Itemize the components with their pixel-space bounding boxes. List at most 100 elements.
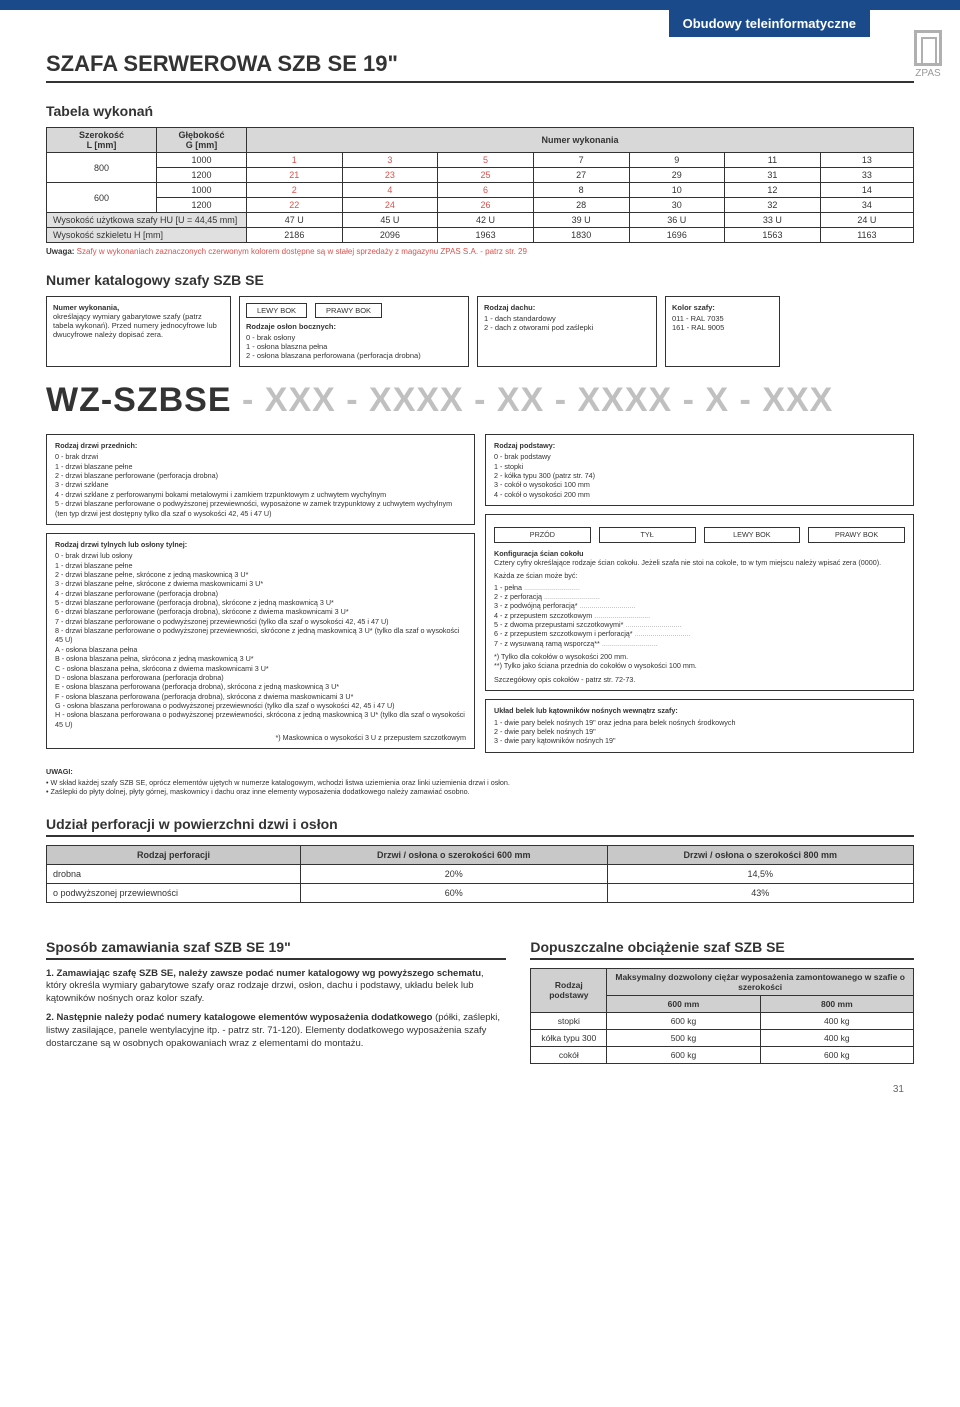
cell: 32 — [725, 198, 821, 213]
list-item: 1 - osłona blaszna pełna — [246, 342, 462, 351]
col-variant: Numer wykonania — [247, 128, 914, 153]
cell: 14,5% — [607, 864, 914, 883]
catalog-row: Numer wykonania, określający wymiary gab… — [46, 296, 914, 367]
cell: 1200 — [157, 198, 247, 213]
box-front-door: Rodzaj drzwi przednich: 0 - brak drzwi1 … — [46, 434, 475, 525]
list-item: A - osłona blaszana pełna — [55, 645, 466, 654]
cell: 2096 — [342, 228, 438, 243]
list-item: 2 - z perforacją .......................… — [494, 592, 905, 601]
list-item: 4 - drzwi szklane z perforowanymi bokami… — [55, 490, 466, 499]
section-catalog-heading: Numer katalogowy szafy SZB SE — [46, 272, 914, 288]
cell: 14 — [820, 183, 913, 198]
cell: 12 — [725, 183, 821, 198]
list-item: 011 - RAL 7035 — [672, 314, 773, 323]
table-note: Uwaga: Szafy w wykonaniach zaznaczonych … — [46, 247, 914, 256]
cell: 60% — [301, 883, 607, 902]
section-load-heading: Dopuszczalne obciążenie szaf SZB SE — [530, 939, 914, 960]
row-h-label: Wysokość szkieletu H [mm] — [47, 228, 247, 243]
cell: 1 — [247, 153, 343, 168]
cell: 25 — [438, 168, 534, 183]
list-item: 4 - z przepustem szczotkowym ...........… — [494, 611, 905, 620]
list-item: 1 - stopki — [494, 462, 905, 471]
cell: 11 — [725, 153, 821, 168]
list-item: 3 - drzwi blaszane pełne, skrócone z dwi… — [55, 579, 466, 588]
cell: 1000 — [157, 153, 247, 168]
list-item: 1 - drzwi blaszane pełne — [55, 561, 466, 570]
list-item: 1 - dwie pary belek nośnych 19" oraz jed… — [494, 718, 905, 727]
list-item: 5 - drzwi blaszane perforowane o podwyżs… — [55, 499, 466, 518]
list-item: E - osłona blaszana perforowana (perfora… — [55, 682, 466, 691]
cell: 400 kg — [760, 1012, 913, 1029]
order-p1: 1. Zamawiając szafę SZB SE, należy zawsz… — [46, 968, 506, 1006]
col-width: Szerokość L [mm] — [47, 128, 157, 153]
list-item: 0 - brak podstawy — [494, 452, 905, 461]
rear-footnote: *) Maskownica o wysokości 3 U z przepust… — [55, 733, 466, 742]
cell: 1963 — [438, 228, 534, 243]
cell: 24 U — [820, 213, 913, 228]
col: Rodzaj podstawy — [531, 968, 607, 1012]
row-hu-label: Wysokość użytkowa szafy HU [U = 44,45 mm… — [47, 213, 247, 228]
box-plinth-tags: PRZÓD TYŁ LEWY BOK PRAWY BOK Konfiguracj… — [485, 514, 914, 691]
list-item: 6 - z przepustem szczotkowym i perforacj… — [494, 629, 905, 638]
cell: 29 — [629, 168, 725, 183]
cell: 600 kg — [607, 1012, 760, 1029]
cell: 600 kg — [607, 1046, 760, 1063]
cell: 28 — [533, 198, 629, 213]
cell: 4 — [342, 183, 438, 198]
cell: 27 — [533, 168, 629, 183]
list-item: 2 - dach z otworami pod zaślepki — [484, 323, 650, 332]
list-item: 0 - brak drzwi — [55, 452, 466, 461]
cell: cokół — [531, 1046, 607, 1063]
cell: 1830 — [533, 228, 629, 243]
cell: 9 — [629, 153, 725, 168]
cell: 34 — [820, 198, 913, 213]
col: Rodzaj perforacji — [47, 845, 301, 864]
cell: 20% — [301, 864, 607, 883]
cell: 6 — [438, 183, 534, 198]
order-p2: 2. Następnie należy podać numery katalog… — [46, 1012, 506, 1050]
cell: 1563 — [725, 228, 821, 243]
list-item: 2 - osłona blaszana perforowana (perfora… — [246, 351, 462, 360]
list-item: 3 - cokół o wysokości 100 mm — [494, 480, 905, 489]
list-item: G - osłona blaszana perforowana o podwyż… — [55, 701, 466, 710]
section-order-heading: Sposób zamawiania szaf SZB SE 19" — [46, 939, 506, 960]
list-item: H - osłona blaszana perforowana o podwyż… — [55, 710, 466, 729]
cell: 1163 — [820, 228, 913, 243]
cell: 1200 — [157, 168, 247, 183]
col: 600 mm — [607, 995, 760, 1012]
cell: 800 — [47, 153, 157, 183]
box-variant: Numer wykonania, określający wymiary gab… — [46, 296, 231, 367]
list-item: 1 - pełna ............................ — [494, 583, 905, 592]
list-item: 3 - z podwójną perforacją* .............… — [494, 601, 905, 610]
tag-left: LEWY BOK — [246, 303, 307, 318]
lower-details: Rodzaj drzwi przednich: 0 - brak drzwi1 … — [46, 434, 914, 761]
cell: 24 — [342, 198, 438, 213]
page-number: 31 — [46, 1084, 914, 1095]
page-title: SZAFA SERWEROWA SZB SE 19" — [46, 51, 914, 83]
cell: 39 U — [533, 213, 629, 228]
cell: 30 — [629, 198, 725, 213]
col: Drzwi / osłona o szerokości 800 mm — [607, 845, 914, 864]
cell: 1696 — [629, 228, 725, 243]
cell: 26 — [438, 198, 534, 213]
cell: 21 — [247, 168, 343, 183]
list-item: D - osłona blaszana perforowana (perfora… — [55, 673, 466, 682]
list-item: 1 - dach standardowy — [484, 314, 650, 323]
list-item: 0 - brak osłony — [246, 333, 462, 342]
box-color: Kolor szafy: 011 - RAL 7035161 - RAL 900… — [665, 296, 780, 367]
catalog-code: WZ-SZBSE - XXX - XXXX - XX - XXXX - X - … — [46, 381, 914, 420]
cell: 3 — [342, 153, 438, 168]
list-item: 5 - z dwoma przepustami szczotkowymi* ..… — [494, 620, 905, 629]
cell: 43% — [607, 883, 914, 902]
list-item: B - osłona blaszana pełna, skrócona z je… — [55, 654, 466, 663]
cell: 5 — [438, 153, 534, 168]
cell: 2186 — [247, 228, 343, 243]
cell: 400 kg — [760, 1029, 913, 1046]
section-perforation-heading: Udział perforacji w powierzchni dzwi i o… — [46, 816, 914, 837]
remarks: UWAGI: • W skład każdej szafy SZB SE, op… — [46, 767, 914, 796]
cell: drobna — [47, 864, 301, 883]
tag-right: PRAWY BOK — [315, 303, 382, 318]
list-item: 8 - drzwi blaszane perforowane o podwyżs… — [55, 626, 466, 645]
list-item: 5 - drzwi blaszane perforowane (perforac… — [55, 598, 466, 607]
col: 800 mm — [760, 995, 913, 1012]
